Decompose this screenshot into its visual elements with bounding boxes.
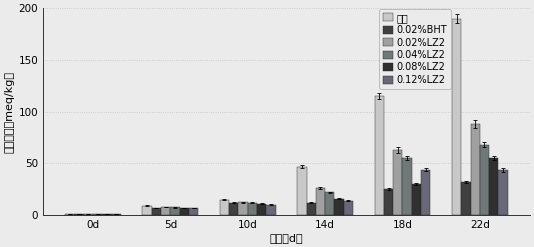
Bar	[84, 214, 93, 215]
Bar	[403, 158, 412, 215]
Bar	[316, 188, 325, 215]
Bar	[470, 124, 480, 215]
Bar	[220, 200, 229, 215]
Bar	[412, 184, 421, 215]
Bar	[461, 182, 470, 215]
Legend: 空白, 0.02%BHT, 0.02%LZ2, 0.04%LZ2, 0.08%LZ2, 0.12%LZ2: 空白, 0.02%BHT, 0.02%LZ2, 0.04%LZ2, 0.08%L…	[379, 9, 451, 89]
Bar	[161, 207, 170, 215]
Bar	[297, 166, 307, 215]
Bar	[344, 201, 353, 215]
Bar	[480, 145, 489, 215]
Bar	[152, 208, 161, 215]
Bar	[498, 170, 508, 215]
Bar	[452, 19, 461, 215]
Bar	[170, 207, 179, 215]
Bar	[393, 150, 403, 215]
Bar	[179, 208, 189, 215]
Bar	[325, 192, 334, 215]
Bar	[238, 202, 248, 215]
Bar	[421, 170, 430, 215]
Bar	[229, 203, 238, 215]
Bar	[257, 204, 266, 215]
Bar	[334, 199, 344, 215]
Bar	[143, 206, 152, 215]
Bar	[307, 203, 316, 215]
Bar	[102, 214, 112, 215]
Bar	[489, 158, 498, 215]
Bar	[266, 205, 276, 215]
Bar	[112, 214, 121, 215]
Y-axis label: 过氧化值（meq/kg）: 过氧化值（meq/kg）	[4, 71, 14, 153]
Bar	[375, 96, 384, 215]
X-axis label: 时间（d）: 时间（d）	[270, 233, 303, 243]
Bar	[74, 214, 84, 215]
Bar	[189, 208, 198, 215]
Bar	[384, 189, 393, 215]
Bar	[248, 203, 257, 215]
Bar	[93, 214, 102, 215]
Bar	[65, 214, 74, 215]
